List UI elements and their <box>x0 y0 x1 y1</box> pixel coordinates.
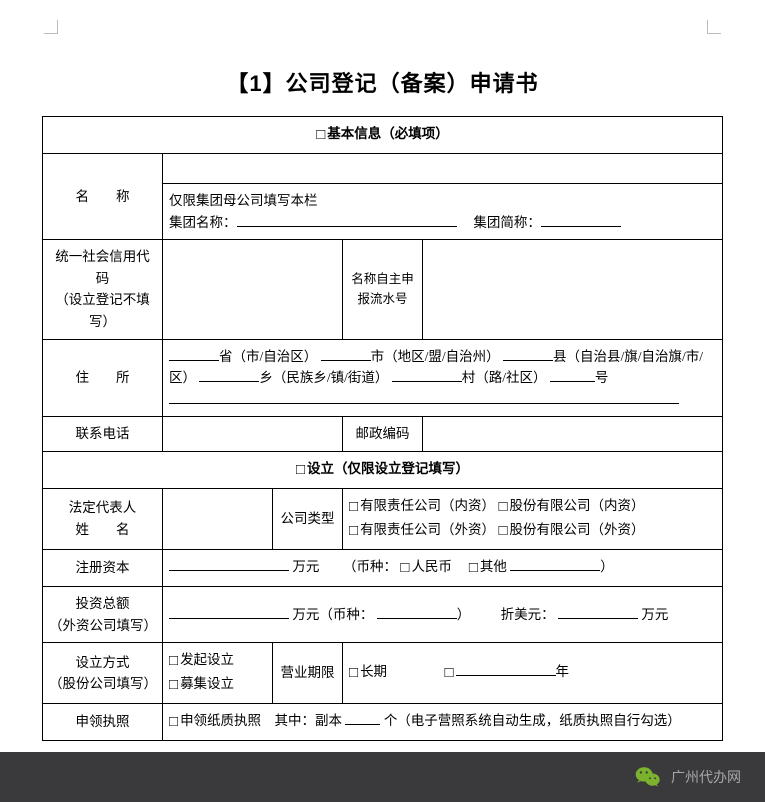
currency-close2: ） <box>457 607 471 622</box>
label-setup-mode: 设立方式 （股份公司填写） <box>43 643 163 704</box>
crop-mark-top-right <box>707 20 721 34</box>
label-uscc: 统一社会信用代码 （设立登记不填写） <box>43 240 163 339</box>
field-postcode[interactable] <box>423 417 723 452</box>
label-company-type: 公司类型 <box>273 488 343 549</box>
addr-no: 号 <box>595 370 609 385</box>
field-legal-rep[interactable] <box>163 488 273 549</box>
unit-wan1: 万元 <box>292 559 319 574</box>
label-apply-license: 申领执照 <box>43 704 163 741</box>
field-group-short[interactable] <box>541 213 621 227</box>
field-address[interactable]: 省（市/自治区） 市（地区/盟/自治州） 县（自治县/旗/自治旗/市/区） 乡（… <box>163 339 723 417</box>
ct-opt1: 有限责任公司（内资） <box>360 498 495 513</box>
addr-village: 村（路/社区） <box>462 370 547 385</box>
form-table: □基本信息（必填项） 名 称 仅限集团母公司填写本栏 集团名称： 集团简称： 统… <box>42 116 723 741</box>
ct-opt2: 股份有限公司（内资） <box>510 498 645 513</box>
label-name-serial: 名称自主申报流水号 <box>343 240 423 339</box>
opt-other: 其他 <box>480 559 507 574</box>
field-company-type[interactable]: □有限责任公司（内资） □股份有限公司（内资） □有限责任公司（外资） □股份有… <box>343 488 723 549</box>
field-company-name[interactable] <box>163 154 723 184</box>
field-phone[interactable] <box>163 417 343 452</box>
opt-long-term: 长期 <box>360 664 387 679</box>
unit-year: 年 <box>556 664 570 679</box>
group-info-row: 仅限集团母公司填写本栏 集团名称： 集团简称： <box>163 184 723 240</box>
group-name-label: 集团名称： <box>169 215 237 230</box>
addr-city: 市（地区/盟/自治州） <box>371 349 500 364</box>
field-name-serial[interactable] <box>423 240 723 339</box>
label-legal-rep: 法定代表人 姓 名 <box>43 488 163 549</box>
ct-opt3: 有限责任公司（外资） <box>360 522 495 537</box>
section-setup-header: □设立（仅限设立登记填写） <box>43 451 723 488</box>
approx-usd: 折美元： <box>501 607 555 622</box>
label-reg-capital: 注册资本 <box>43 549 163 586</box>
unit-wan2: 万元 <box>641 607 668 622</box>
label-address: 住 所 <box>43 339 163 417</box>
currency-close1: ） <box>600 559 614 574</box>
label-biz-term: 营业期限 <box>273 643 343 704</box>
section-basic-text: 基本信息（必填项） <box>327 126 449 141</box>
group-short-label: 集团简称： <box>473 215 541 230</box>
field-biz-term[interactable]: □长期 □年 <box>343 643 723 704</box>
currency-open1: （币种： <box>350 559 397 574</box>
field-reg-capital[interactable]: 万元 （币种： □人民币 □其他 ） <box>163 549 723 586</box>
document-title: 【1】公司登记（备案）申请书 <box>42 66 723 98</box>
invest-mid: 万元（币种： <box>292 607 373 622</box>
addr-prov: 省（市/自治区） <box>219 349 317 364</box>
field-group-name[interactable] <box>237 213 457 227</box>
field-uscc[interactable] <box>163 240 343 339</box>
addr-town: 乡（民族乡/镇/街道） <box>259 370 388 385</box>
label-postcode: 邮政编码 <box>343 417 423 452</box>
crop-mark-top-left <box>44 20 58 34</box>
wechat-icon <box>635 766 661 788</box>
field-setup-mode[interactable]: □发起设立 □募集设立 <box>163 643 273 704</box>
label-invest-total: 投资总额 （外资公司填写） <box>43 586 163 642</box>
field-apply-license[interactable]: □申领纸质执照 其中：副本 个（电子营照系统自动生成，纸质执照自行勾选） <box>163 704 723 741</box>
label-name: 名 称 <box>43 154 163 240</box>
section-setup-text: 设立（仅限设立登记填写） <box>307 461 469 476</box>
field-invest-total[interactable]: 万元（币种： ） 折美元： 万元 <box>163 586 723 642</box>
section-basic-header: □基本信息（必填项） <box>43 117 723 154</box>
label-phone: 联系电话 <box>43 417 163 452</box>
document-page: 【1】公司登记（备案）申请书 □基本信息（必填项） 名 称 仅限集团母公司填写本… <box>0 0 765 741</box>
mode-muji: 募集设立 <box>180 676 234 691</box>
footer-text: 广州代办网 <box>671 767 741 787</box>
paper-license-tail: 个（电子营照系统自动生成，纸质执照自行勾选） <box>384 713 681 728</box>
footer-bar: 广州代办网 <box>0 752 765 802</box>
opt-rmb: 人民币 <box>411 559 452 574</box>
mode-faqi: 发起设立 <box>180 652 234 667</box>
ct-opt4: 股份有限公司（外资） <box>510 522 645 537</box>
paper-license-text: 申领纸质执照 其中：副本 <box>180 713 342 728</box>
group-note-text: 仅限集团母公司填写本栏 <box>169 190 716 212</box>
